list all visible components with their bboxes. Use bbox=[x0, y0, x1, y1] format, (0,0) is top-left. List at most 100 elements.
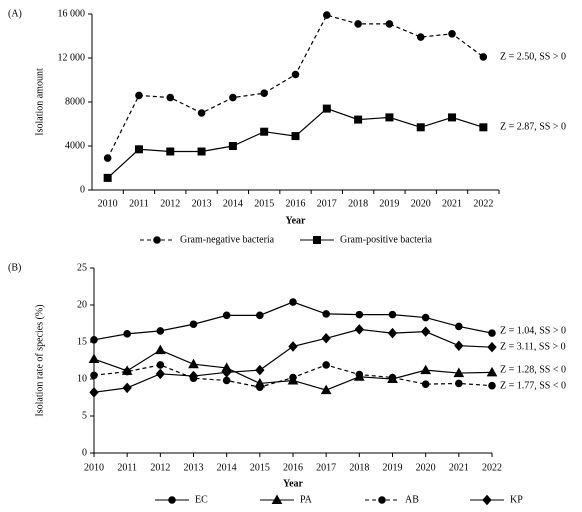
marker bbox=[90, 371, 98, 380]
marker bbox=[135, 91, 143, 100]
legend-label: Gram-negative bacteria bbox=[180, 234, 275, 245]
x-tick-label: 2011 bbox=[117, 462, 137, 473]
marker bbox=[455, 379, 463, 388]
marker bbox=[103, 154, 112, 162]
x-tick-label: 2019 bbox=[383, 462, 403, 473]
x-axis-label: Year bbox=[286, 215, 307, 226]
marker bbox=[354, 115, 363, 124]
marker bbox=[155, 368, 166, 380]
annotation: Z = 3.11, SS > 0 bbox=[500, 341, 566, 352]
y-tick-label: 20 bbox=[77, 299, 87, 310]
x-tick-label: 2011 bbox=[129, 198, 149, 209]
y-tick-label: 10 bbox=[77, 373, 87, 384]
marker bbox=[166, 147, 175, 156]
marker bbox=[154, 344, 166, 355]
marker bbox=[229, 93, 237, 102]
x-tick-label: 2010 bbox=[98, 198, 118, 209]
marker bbox=[123, 330, 131, 338]
x-tick-label: 2013 bbox=[184, 462, 204, 473]
marker bbox=[197, 147, 206, 156]
legend-label: KP bbox=[510, 494, 523, 505]
marker bbox=[288, 341, 298, 352]
marker bbox=[271, 494, 283, 504]
marker bbox=[385, 20, 394, 28]
marker bbox=[448, 113, 457, 122]
marker bbox=[256, 383, 264, 391]
x-tick-label: 2020 bbox=[416, 462, 436, 473]
y-tick-label: 0 bbox=[80, 184, 85, 195]
panel-label: (A) bbox=[8, 8, 22, 19]
y-tick-label: 12 000 bbox=[58, 52, 86, 63]
annotation: Z = 1.04, SS > 0 bbox=[500, 325, 566, 336]
x-tick-label: 2014 bbox=[217, 462, 237, 473]
marker bbox=[153, 236, 161, 244]
marker bbox=[291, 70, 300, 79]
marker bbox=[168, 496, 176, 504]
marker bbox=[420, 364, 432, 375]
x-tick-label: 2021 bbox=[442, 198, 462, 209]
marker bbox=[89, 387, 99, 398]
x-tick-label: 2017 bbox=[317, 198, 337, 209]
marker bbox=[313, 236, 321, 244]
x-tick-label: 2019 bbox=[379, 198, 399, 209]
marker bbox=[222, 311, 231, 320]
x-tick-label: 2015 bbox=[250, 462, 270, 473]
marker bbox=[291, 132, 300, 141]
marker bbox=[448, 30, 456, 38]
marker bbox=[189, 320, 198, 329]
marker bbox=[420, 326, 431, 337]
marker bbox=[289, 373, 297, 382]
marker bbox=[322, 310, 330, 318]
y-axis-label: Isolation amount bbox=[34, 68, 45, 136]
marker bbox=[222, 376, 231, 385]
marker bbox=[479, 53, 488, 61]
marker bbox=[488, 381, 496, 390]
annotation: Z = 2.87, SS > 0 bbox=[500, 121, 566, 132]
marker bbox=[122, 382, 132, 394]
marker bbox=[260, 89, 268, 97]
marker bbox=[221, 367, 232, 378]
x-tick-label: 2013 bbox=[192, 198, 212, 209]
y-tick-label: 15 bbox=[77, 336, 87, 347]
marker bbox=[320, 384, 332, 395]
legend-label: PA bbox=[300, 494, 313, 505]
marker bbox=[455, 322, 463, 331]
marker bbox=[323, 11, 331, 19]
marker bbox=[322, 104, 331, 113]
marker bbox=[90, 335, 98, 344]
marker bbox=[256, 311, 264, 320]
x-tick-label: 2022 bbox=[473, 198, 493, 209]
marker bbox=[388, 310, 397, 319]
series-line bbox=[107, 107, 484, 179]
marker bbox=[416, 123, 425, 132]
marker bbox=[488, 329, 496, 337]
y-axis-label: Isolation rate of species (%) bbox=[34, 304, 45, 416]
x-tick-label: 2012 bbox=[160, 198, 180, 209]
marker bbox=[156, 327, 165, 335]
x-tick-label: 2010 bbox=[84, 462, 104, 473]
x-tick-label: 2015 bbox=[254, 198, 274, 209]
x-tick-label: 2020 bbox=[411, 198, 431, 209]
marker bbox=[416, 33, 425, 41]
marker bbox=[487, 341, 497, 353]
y-tick-label: 16 000 bbox=[58, 8, 86, 19]
x-tick-label: 2014 bbox=[223, 198, 243, 209]
marker bbox=[156, 361, 165, 369]
marker bbox=[482, 494, 492, 506]
y-tick-label: 4000 bbox=[65, 140, 85, 151]
marker bbox=[255, 364, 265, 376]
y-tick-label: 8000 bbox=[65, 96, 85, 107]
marker bbox=[321, 333, 331, 344]
x-tick-label: 2021 bbox=[449, 462, 469, 473]
panel-label: (B) bbox=[8, 262, 21, 273]
x-tick-label: 2016 bbox=[283, 462, 303, 473]
marker bbox=[188, 358, 199, 369]
annotation: Z = 2.50, SS > 0 bbox=[500, 51, 566, 62]
y-tick-label: 25 bbox=[77, 262, 87, 273]
y-tick-label: 5 bbox=[82, 410, 87, 421]
marker bbox=[387, 327, 398, 339]
marker bbox=[103, 173, 112, 182]
marker bbox=[197, 109, 206, 117]
x-tick-label: 2017 bbox=[316, 462, 336, 473]
marker bbox=[260, 127, 269, 136]
